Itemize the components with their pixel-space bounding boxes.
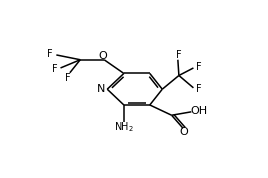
Text: F: F — [196, 83, 202, 93]
Text: O: O — [180, 127, 188, 137]
Text: N: N — [97, 84, 106, 94]
Text: OH: OH — [191, 106, 208, 116]
Text: F: F — [52, 64, 58, 74]
Text: NH$_2$: NH$_2$ — [114, 121, 134, 135]
Text: F: F — [176, 49, 182, 59]
Text: O: O — [99, 51, 107, 61]
Text: F: F — [65, 73, 70, 83]
Text: F: F — [47, 49, 52, 59]
Text: F: F — [196, 62, 202, 72]
